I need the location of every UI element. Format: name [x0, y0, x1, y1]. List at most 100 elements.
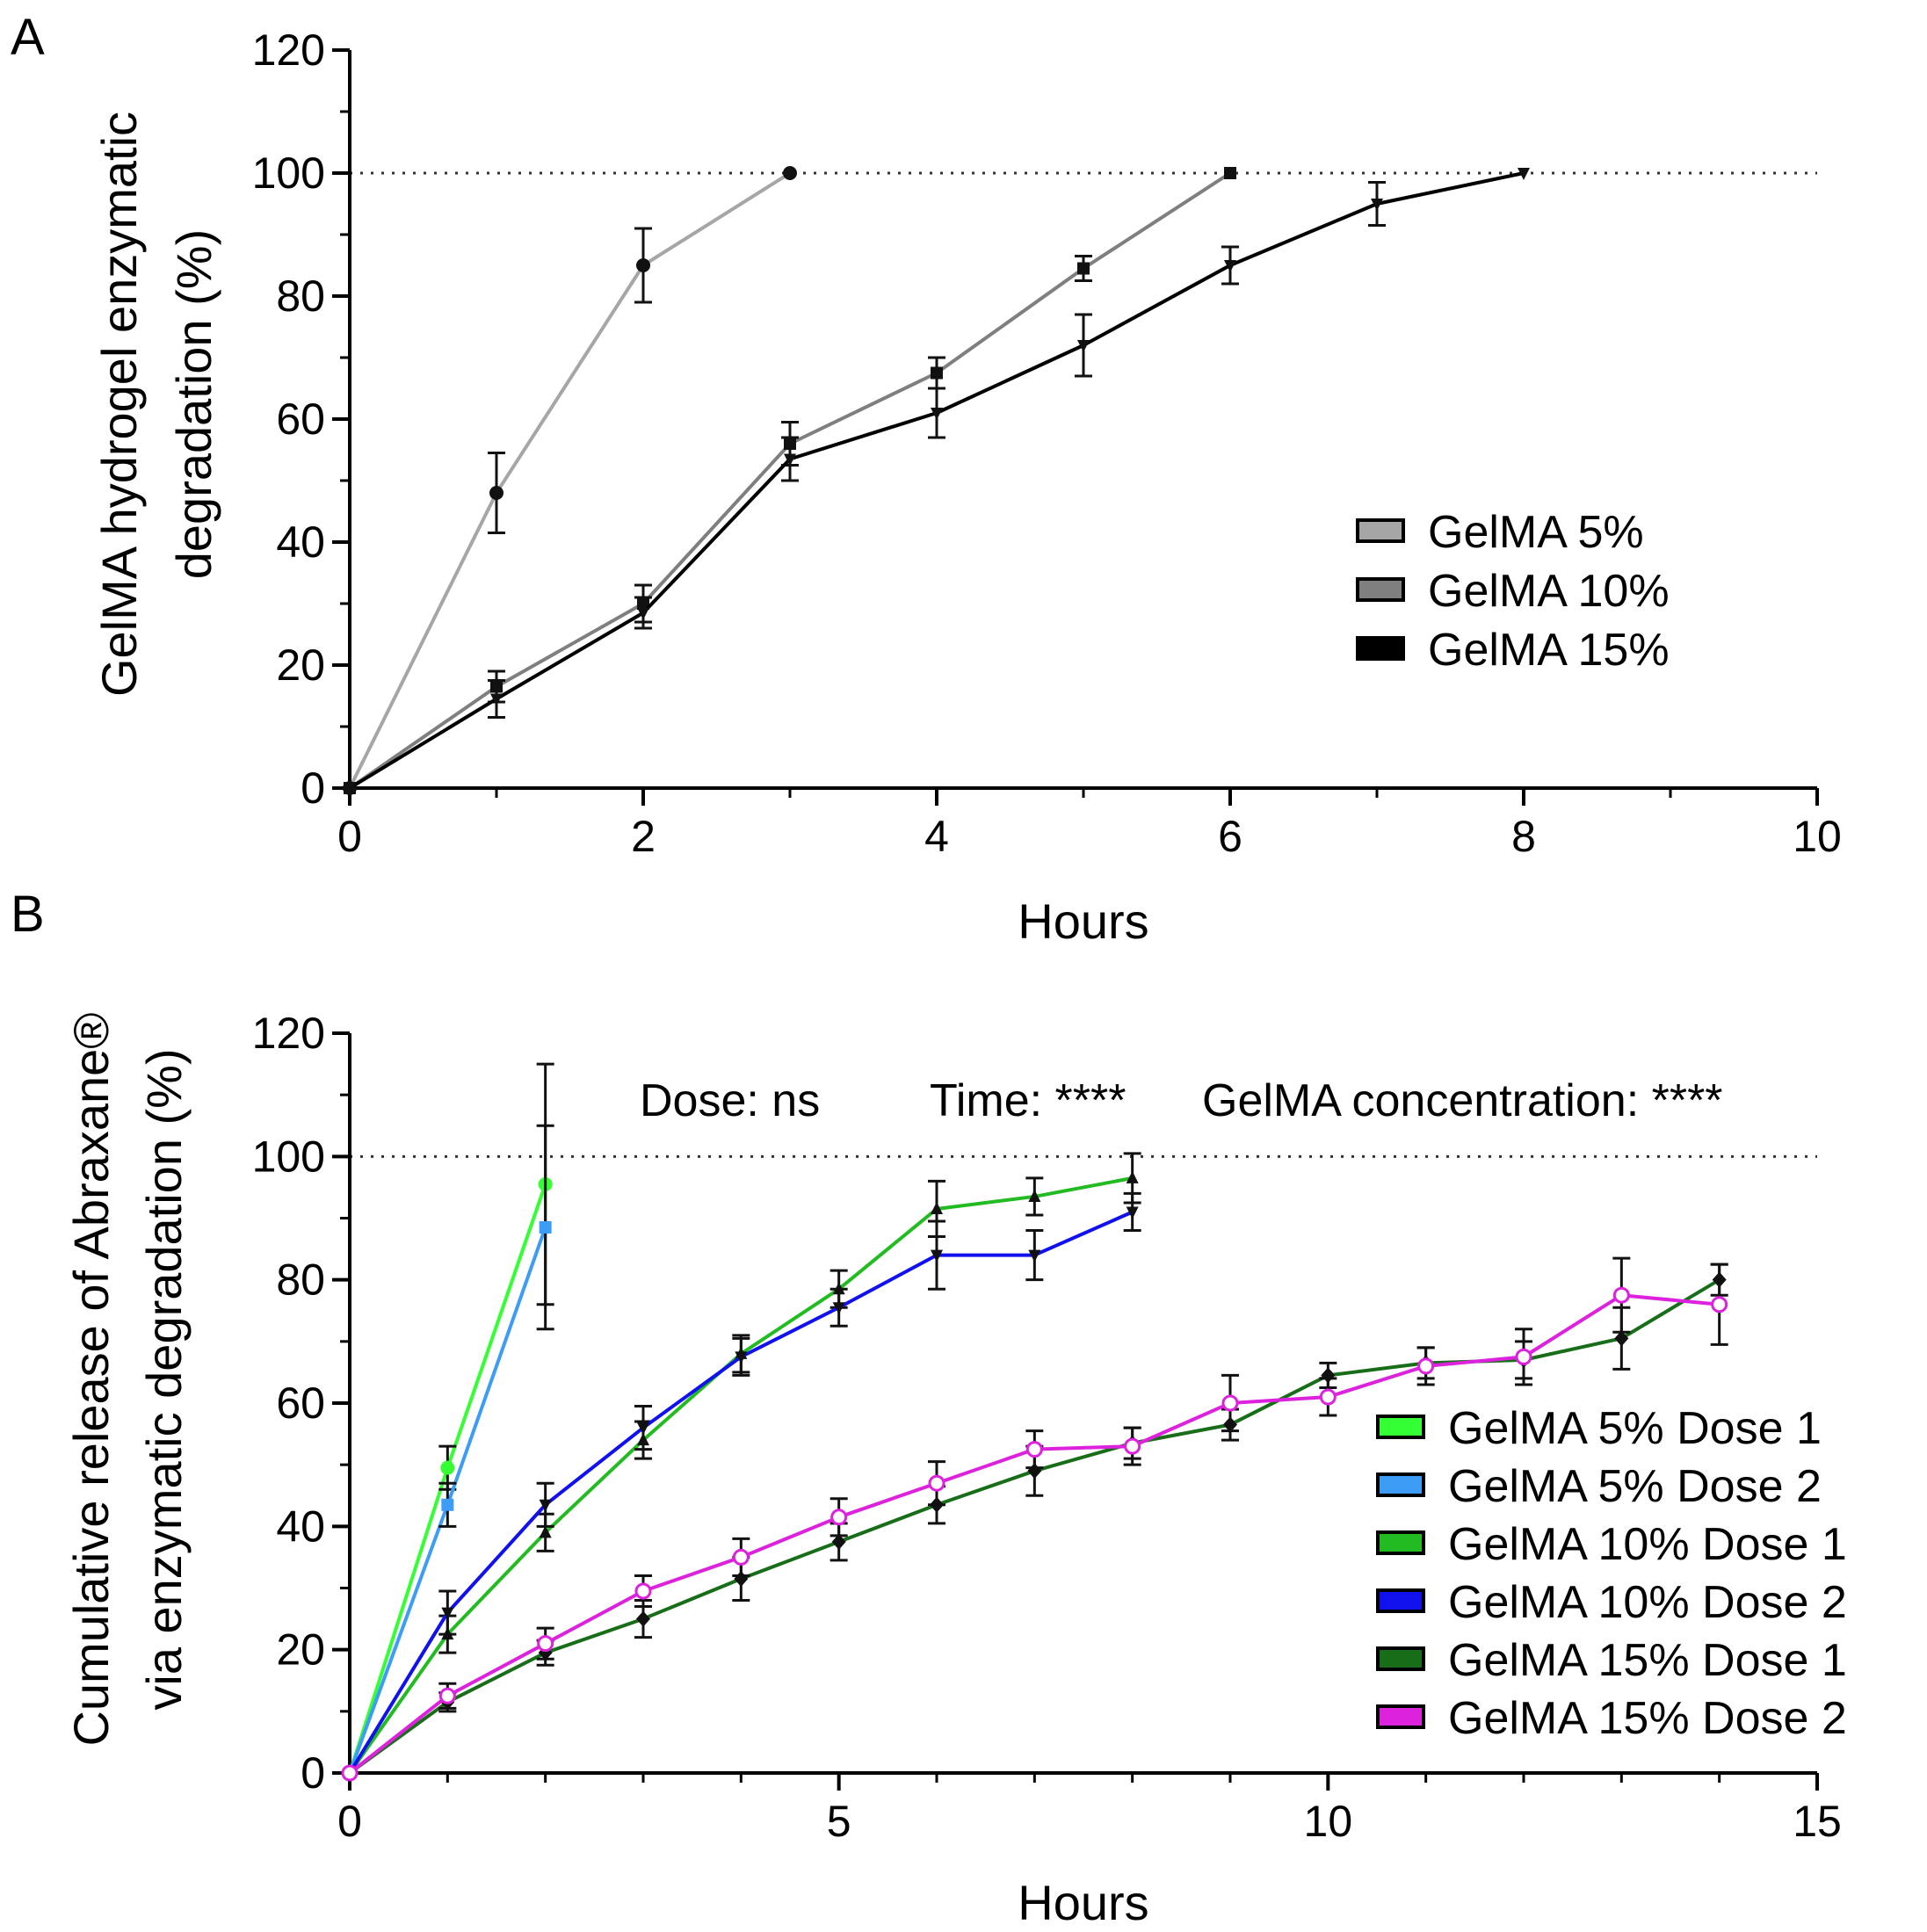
- legend-swatch-gelma-15-dose-2: [1376, 1704, 1425, 1729]
- series-gelma-5-dose-1: [343, 1062, 554, 1780]
- x-tick-label: 15: [1793, 1797, 1842, 1846]
- data-point: [1319, 1388, 1337, 1406]
- data-point: [784, 453, 796, 467]
- x-axis-title: Hours: [1018, 894, 1148, 949]
- legend-label-gelma-15-dose-2: GelMA 15% Dose 2: [1448, 1693, 1847, 1744]
- y-tick-label: 20: [276, 1625, 325, 1675]
- data-point: [1371, 199, 1383, 211]
- y-tick-label: 100: [252, 1132, 325, 1181]
- legend-label-gelma-5-dose-2: GelMA 5% Dose 2: [1448, 1461, 1822, 1512]
- data-point: [441, 1607, 454, 1620]
- legend-label-gelma-10-dose-2: GelMA 10% Dose 2: [1448, 1577, 1847, 1628]
- stat-time: Time: ****: [930, 1075, 1126, 1126]
- series-gelma-10-dose-2: [344, 1191, 1141, 1780]
- series-line: [348, 171, 1525, 790]
- legend-label-gelma-10: GelMA 10%: [1428, 566, 1670, 617]
- y-tick-label: 80: [276, 271, 325, 321]
- data-point: [1711, 1296, 1728, 1313]
- data-point: [1614, 1330, 1629, 1347]
- legend-swatch-gelma-5-dose-2: [1376, 1473, 1425, 1497]
- data-point: [1077, 340, 1090, 352]
- y-axis-title-line: Cumulative release of Abraxane®: [63, 1012, 119, 1746]
- data-point: [636, 1610, 650, 1627]
- x-axis-title: Hours: [1018, 1875, 1148, 1930]
- data-point: [1224, 167, 1236, 179]
- y-tick-label: 60: [276, 394, 325, 444]
- data-point: [931, 1249, 943, 1263]
- y-tick-label: 120: [252, 25, 325, 75]
- legend-label-gelma-5: GelMA 5%: [1428, 507, 1644, 558]
- data-point: [490, 693, 503, 706]
- data-point: [440, 1460, 455, 1475]
- series-gelma-15: [344, 168, 1530, 795]
- x-tick-label: 10: [1793, 812, 1842, 861]
- data-point: [1077, 262, 1090, 275]
- y-tick-label: 0: [301, 763, 325, 813]
- data-point: [832, 1302, 845, 1315]
- legend-swatch-gelma-10-dose-1: [1376, 1530, 1425, 1555]
- data-point: [931, 1201, 943, 1214]
- data-point: [637, 1422, 649, 1436]
- legend-swatch-gelma-15-dose-1: [1376, 1646, 1425, 1671]
- data-point: [831, 1533, 846, 1550]
- data-point: [1126, 1206, 1139, 1219]
- y-tick-label: 20: [276, 640, 325, 690]
- data-point: [1126, 1170, 1139, 1183]
- legend-swatch-gelma-5: [1356, 518, 1405, 543]
- data-point: [636, 258, 650, 272]
- data-point: [783, 166, 797, 180]
- data-point: [637, 607, 649, 620]
- data-point: [1028, 1189, 1041, 1202]
- x-tick-label: 6: [1218, 812, 1242, 861]
- y-tick-label: 120: [252, 1009, 325, 1058]
- legend-swatch-gelma-10: [1356, 577, 1405, 602]
- legend-label-gelma-15: GelMA 15%: [1428, 625, 1670, 676]
- x-tick-label: 0: [337, 812, 362, 861]
- y-axis-title-line: degradation (%): [166, 229, 221, 579]
- data-point: [539, 1499, 552, 1512]
- x-tick-label: 8: [1511, 812, 1536, 861]
- y-tick-label: 60: [276, 1378, 325, 1428]
- series-line: [348, 171, 792, 789]
- data-point: [539, 1221, 552, 1234]
- legend-swatch-gelma-10-dose-2: [1376, 1588, 1425, 1613]
- y-axis-title-line: via enzymatic degradation (%): [136, 1048, 192, 1710]
- legend-swatch-gelma-15: [1356, 636, 1405, 661]
- legend: GelMA 5% Dose 1 GelMA 5% Dose 2 GelMA 10% …: [1376, 1403, 1847, 1744]
- y-tick-label: 0: [301, 1748, 325, 1798]
- panel-a-chart: 0 20 40 60 80 100 120 0 2 4 6 8 10 Hours GelMA hydroge…: [91, 25, 1842, 949]
- data-point: [1417, 1357, 1435, 1375]
- x-tick-label: 0: [337, 1797, 362, 1846]
- x-tick-label: 2: [631, 812, 656, 861]
- data-point: [732, 1548, 750, 1566]
- data-point: [537, 1635, 554, 1653]
- data-point: [1612, 1286, 1630, 1304]
- stat-dose: Dose: ns: [640, 1075, 820, 1126]
- data-point: [489, 486, 503, 500]
- legend-label-gelma-15-dose-1: GelMA 15% Dose 1: [1448, 1635, 1847, 1686]
- data-point: [1025, 1441, 1043, 1458]
- data-point: [1028, 1249, 1041, 1263]
- data-point: [1515, 1348, 1532, 1365]
- panel-label-b: B: [11, 886, 45, 943]
- data-point: [1224, 260, 1236, 272]
- data-point: [539, 1525, 552, 1538]
- panel-label-a: A: [11, 9, 45, 66]
- data-point: [1518, 168, 1530, 180]
- data-point: [931, 366, 943, 380]
- legend-label-gelma-5-dose-1: GelMA 5% Dose 1: [1448, 1403, 1822, 1454]
- x-tick-label: 5: [827, 1797, 851, 1846]
- legend-swatch-gelma-5-dose-1: [1376, 1415, 1425, 1439]
- data-point: [438, 1687, 456, 1704]
- data-point: [931, 408, 943, 420]
- data-point: [341, 1764, 359, 1782]
- legend-label-gelma-10-dose-1: GelMA 10% Dose 1: [1448, 1519, 1847, 1570]
- stat-concentration: GelMA concentration: ****: [1202, 1075, 1723, 1126]
- series-gelma-15-dose-2: [341, 1256, 1728, 1782]
- series-gelma-5-dose-2: [344, 1124, 554, 1779]
- y-tick-label: 40: [276, 517, 325, 567]
- y-tick-label: 100: [252, 148, 325, 198]
- data-point: [634, 1582, 652, 1600]
